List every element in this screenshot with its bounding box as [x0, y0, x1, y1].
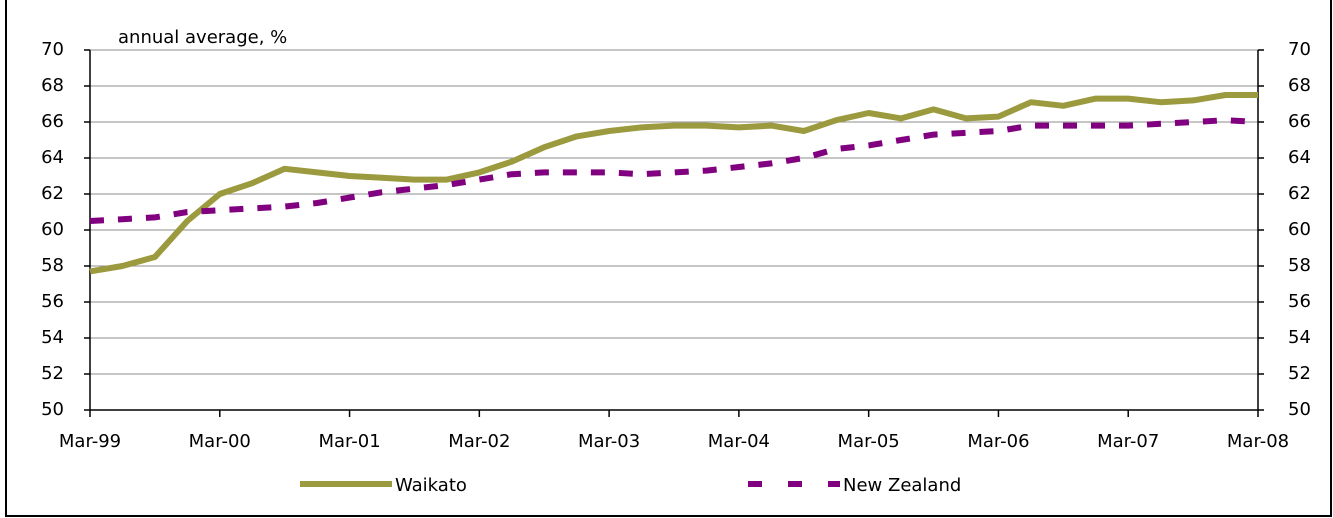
legend-label: New Zealand [843, 475, 961, 496]
y-tick-label: 60 [41, 219, 64, 240]
y-tick-label: 56 [41, 291, 64, 312]
y2-tick-label: 54 [1288, 327, 1311, 348]
x-tick-label: Mar-08 [1227, 431, 1289, 452]
y-tick-label: 52 [41, 363, 64, 384]
y-tick-label: 64 [41, 147, 64, 168]
y2-tick-label: 66 [1288, 111, 1311, 132]
annotation: annual average, % [118, 27, 287, 48]
x-tick-label: Mar-05 [838, 431, 900, 452]
x-tick-label: Mar-06 [967, 431, 1029, 452]
series-line [89, 117, 1259, 224]
y2-tick-label: 56 [1288, 291, 1311, 312]
x-tick-label: Mar-07 [1097, 431, 1159, 452]
legend-label: Waikato [395, 475, 467, 496]
y2-tick-label: 64 [1288, 147, 1311, 168]
y-tick-label: 50 [41, 399, 64, 420]
y-tick-label: 68 [41, 75, 64, 96]
y-tick-label: 58 [41, 255, 64, 276]
series-line [89, 92, 1258, 275]
frame [5, 0, 1332, 517]
y2-tick-label: 58 [1288, 255, 1311, 276]
y2-tick-label: 60 [1288, 219, 1311, 240]
y-tick-label: 66 [41, 111, 64, 132]
y-tick-label: 62 [41, 183, 64, 204]
x-tick-label: Mar-01 [318, 431, 380, 452]
y2-tick-label: 68 [1288, 75, 1311, 96]
x-tick-label: Mar-00 [189, 431, 251, 452]
y-tick-label: 70 [41, 39, 64, 60]
y2-tick-label: 50 [1288, 399, 1311, 420]
x-tick-label: Mar-02 [448, 431, 510, 452]
y2-tick-label: 62 [1288, 183, 1311, 204]
x-tick-label: Mar-04 [708, 431, 770, 452]
y2-tick-label: 70 [1288, 39, 1311, 60]
y-tick-label: 54 [41, 327, 64, 348]
x-tick-label: Mar-99 [59, 431, 121, 452]
x-tick-label: Mar-03 [578, 431, 640, 452]
y2-tick-label: 52 [1288, 363, 1311, 384]
